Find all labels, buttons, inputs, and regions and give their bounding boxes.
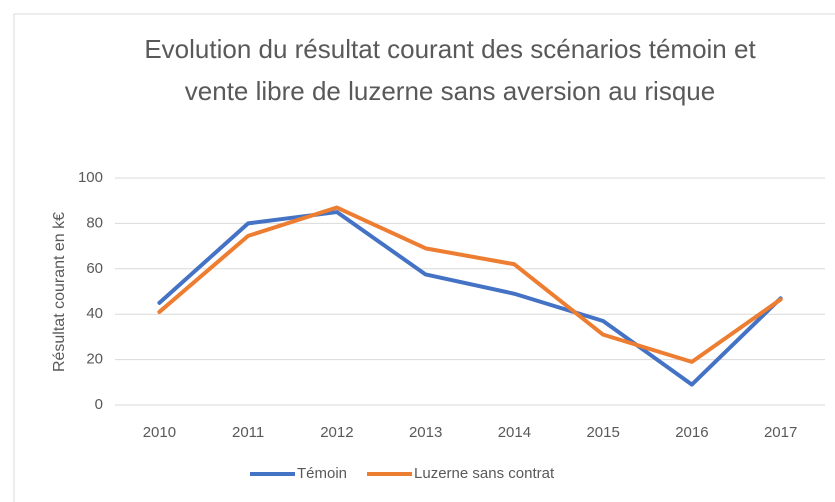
x-tick-label: 2016 — [675, 424, 708, 441]
y-axis-label: Résultat courant en k€ — [51, 212, 68, 372]
legend-label: Luzerne sans contrat — [414, 465, 555, 482]
x-tick-label: 2015 — [586, 424, 619, 441]
legend-label: Témoin — [297, 465, 347, 482]
y-tick-label: 0 — [95, 396, 103, 413]
y-tick-label: 60 — [86, 260, 103, 277]
x-tick-label: 2011 — [232, 424, 264, 441]
chart-title: Evolution du résultat courant des scénar… — [144, 34, 756, 106]
series-line — [157, 205, 783, 364]
x-tick-label: 2012 — [320, 424, 353, 441]
y-tick-label: 40 — [86, 305, 103, 322]
x-tick-label: 2010 — [143, 424, 176, 441]
y-tick-label: 20 — [86, 351, 103, 368]
y-tick-label: 100 — [78, 169, 103, 186]
x-tick-label: 2014 — [498, 424, 531, 441]
y-tick-label: 80 — [86, 214, 103, 231]
series-line — [157, 210, 783, 387]
x-tick-label: 2017 — [764, 424, 797, 441]
chart-frame — [13, 13, 835, 502]
x-tick-label: 2013 — [409, 424, 442, 441]
